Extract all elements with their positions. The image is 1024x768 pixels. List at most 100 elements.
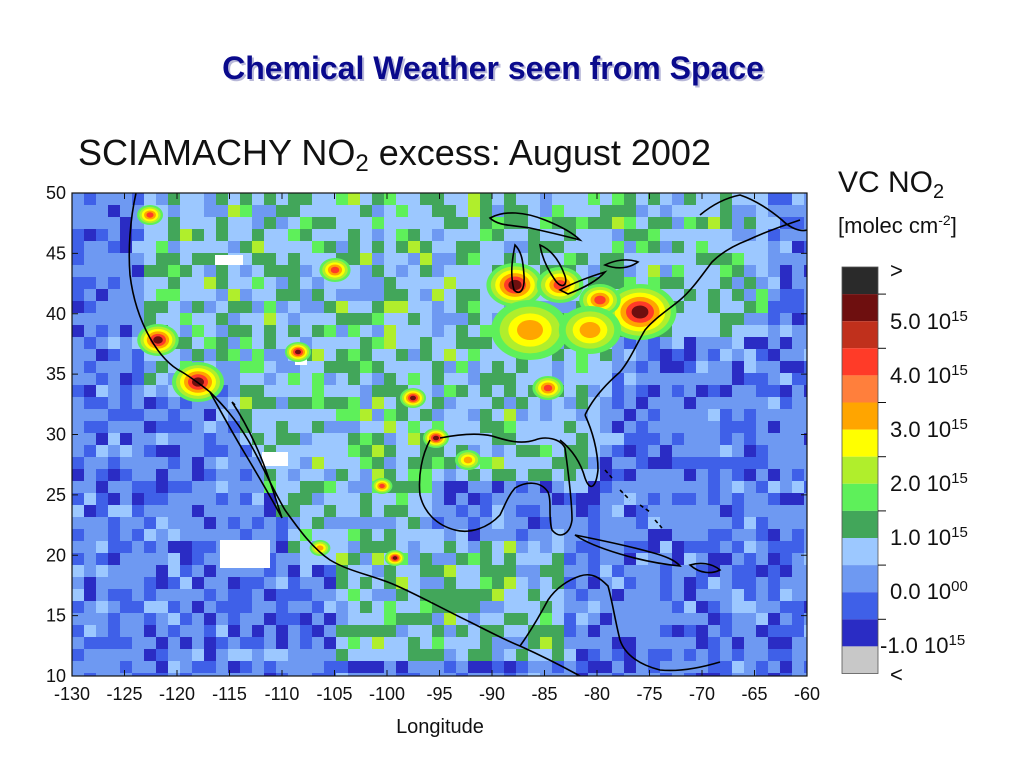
field-cell	[708, 529, 720, 541]
field-cell	[192, 421, 204, 433]
field-cell	[456, 409, 468, 421]
field-cell	[504, 409, 516, 421]
field-cell	[600, 637, 612, 649]
field-cell	[96, 553, 108, 565]
field-cell	[384, 385, 396, 397]
field-cell	[684, 301, 696, 313]
field-cell	[648, 673, 660, 676]
field-cell	[204, 625, 216, 637]
field-cell	[288, 481, 300, 493]
field-cell	[324, 301, 336, 313]
field-cell	[324, 505, 336, 517]
field-cell	[108, 337, 120, 349]
field-cell	[720, 637, 732, 649]
field-cell	[456, 337, 468, 349]
field-cell	[372, 265, 384, 277]
field-cell	[660, 649, 672, 661]
field-cell	[444, 265, 456, 277]
field-cell	[276, 565, 288, 577]
field-cell	[780, 517, 792, 529]
field-cell	[684, 253, 696, 265]
field-cell	[492, 373, 504, 385]
field-cell	[564, 625, 576, 637]
field-cell	[288, 661, 300, 673]
field-cell	[456, 253, 468, 265]
field-cell	[792, 289, 804, 301]
field-cell	[552, 493, 564, 505]
field-cell	[804, 265, 807, 277]
field-cell	[780, 385, 792, 397]
field-cell	[324, 361, 336, 373]
field-cell	[528, 661, 540, 673]
field-cell	[288, 193, 300, 205]
field-cell	[768, 661, 780, 673]
field-cell	[336, 409, 348, 421]
field-cell	[324, 517, 336, 529]
field-cell	[288, 493, 300, 505]
field-cell	[588, 625, 600, 637]
field-cell	[204, 541, 216, 553]
field-cell	[84, 481, 96, 493]
field-cell	[696, 349, 708, 361]
field-cell	[108, 217, 120, 229]
field-cell	[696, 241, 708, 253]
field-cell	[792, 589, 804, 601]
field-cell	[660, 385, 672, 397]
field-cell	[444, 517, 456, 529]
field-cell	[456, 217, 468, 229]
field-cell	[144, 241, 156, 253]
field-cell	[252, 337, 264, 349]
field-cell	[180, 661, 192, 673]
field-cell	[300, 241, 312, 253]
field-cell	[540, 541, 552, 553]
field-cell	[120, 277, 132, 289]
field-cell	[264, 613, 276, 625]
field-cell	[768, 409, 780, 421]
field-cell	[156, 601, 168, 613]
field-cell	[540, 421, 552, 433]
field-cell	[336, 577, 348, 589]
field-cell	[384, 469, 396, 481]
field-cell	[708, 421, 720, 433]
field-cell	[564, 589, 576, 601]
field-cell	[168, 589, 180, 601]
field-cell	[360, 625, 372, 637]
field-cell	[684, 469, 696, 481]
field-cell	[84, 373, 96, 385]
field-cell	[72, 481, 84, 493]
field-cell	[480, 229, 492, 241]
field-cell	[720, 661, 732, 673]
field-cell	[228, 241, 240, 253]
field-cell	[468, 673, 480, 676]
field-cell	[780, 229, 792, 241]
field-cell	[552, 613, 564, 625]
field-cell	[120, 445, 132, 457]
field-cell	[348, 253, 360, 265]
field-cell	[144, 469, 156, 481]
field-cell	[804, 409, 807, 421]
field-cell	[312, 457, 324, 469]
field-cell	[720, 589, 732, 601]
field-cell	[444, 349, 456, 361]
field-cell	[408, 493, 420, 505]
field-cell	[444, 253, 456, 265]
field-cell	[288, 601, 300, 613]
field-cell	[372, 385, 384, 397]
field-cell	[504, 601, 516, 613]
field-cell	[372, 325, 384, 337]
field-cell	[252, 253, 264, 265]
field-cell	[792, 565, 804, 577]
field-cell	[624, 565, 636, 577]
field-cell	[276, 337, 288, 349]
field-cell	[432, 289, 444, 301]
field-cell	[228, 349, 240, 361]
field-cell	[252, 577, 264, 589]
field-cell	[72, 385, 84, 397]
field-cell	[480, 301, 492, 313]
field-cell	[720, 625, 732, 637]
field-cell	[516, 601, 528, 613]
field-cell	[756, 481, 768, 493]
field-cell	[540, 613, 552, 625]
field-cell	[468, 349, 480, 361]
field-cell	[228, 649, 240, 661]
